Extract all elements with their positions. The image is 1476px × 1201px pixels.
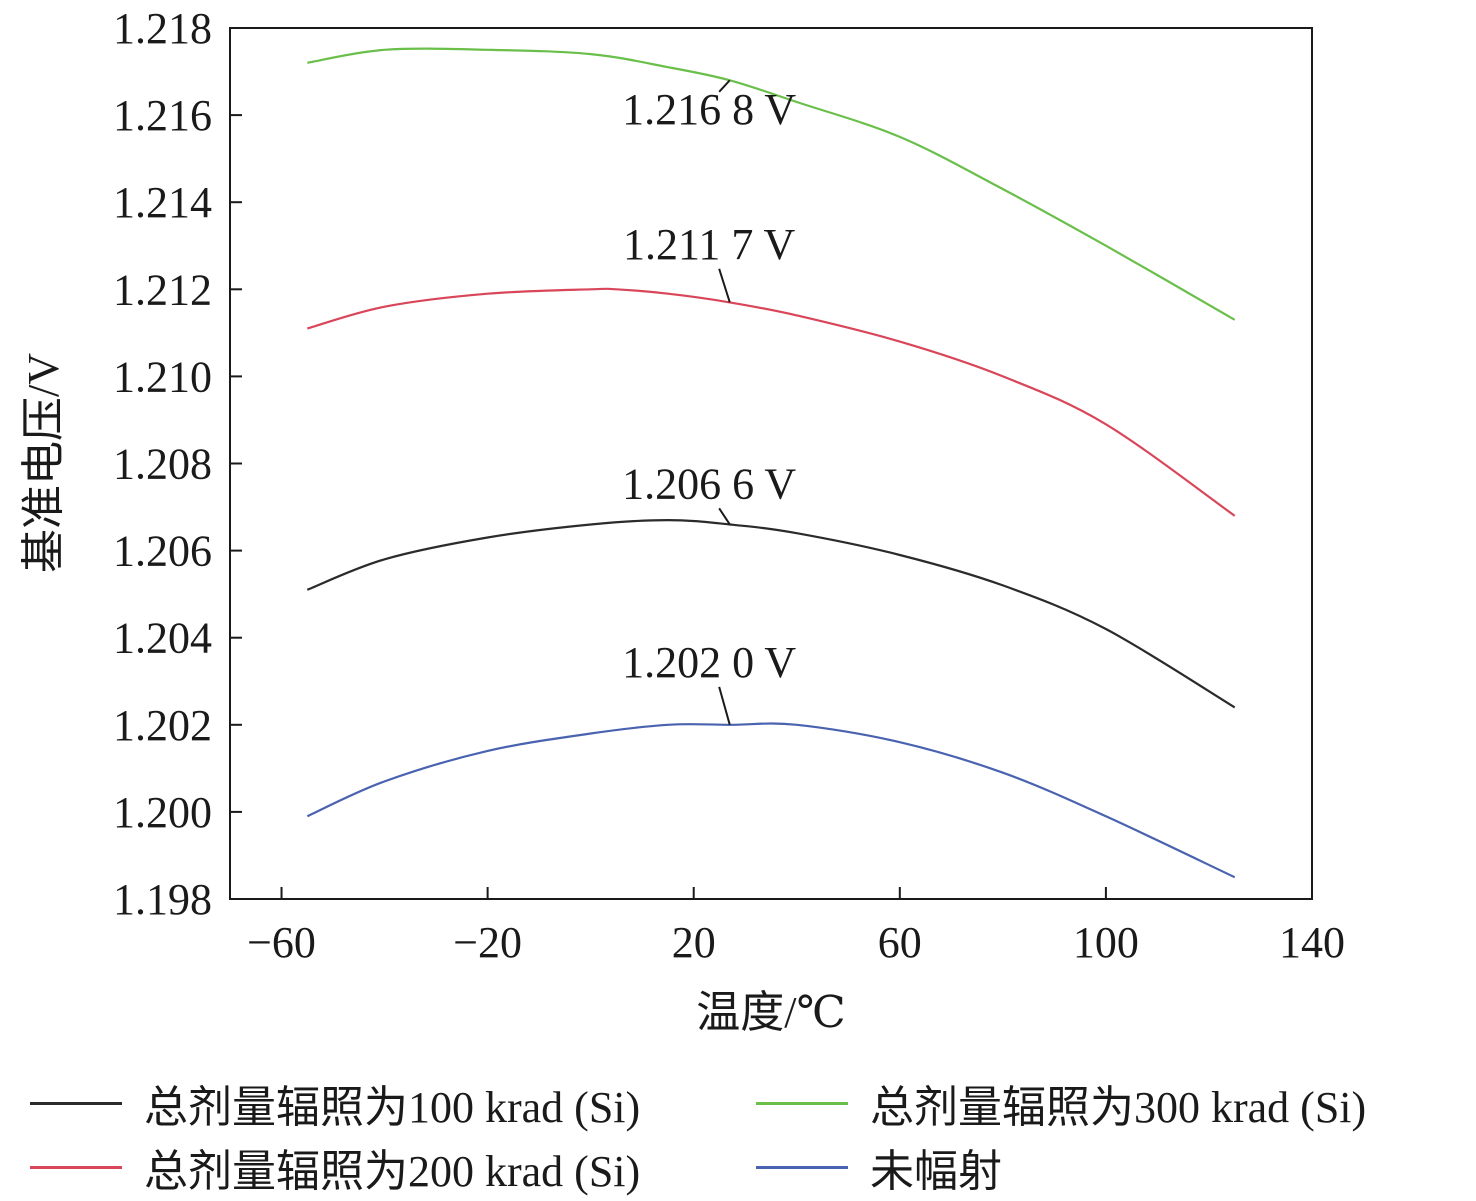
series-line-unirradiated (306, 722, 1236, 879)
y-tick-label: 1.212 (113, 265, 212, 314)
x-tick-label: 20 (672, 918, 716, 967)
legend-swatch-200krad (30, 1165, 122, 1169)
y-tick-label: 1.210 (113, 352, 212, 401)
legend-swatch-100krad (30, 1101, 122, 1105)
annotation-leader (718, 507, 731, 526)
legend-item-unirradiated: 未幅射 (756, 1136, 1002, 1198)
y-tick-label: 1.218 (113, 4, 212, 53)
annotation-leader (718, 686, 731, 726)
x-axis: −60 −20 20 60 100 140 (247, 887, 1345, 967)
legend-label-unirradiated: 未幅射 (870, 1147, 1002, 1196)
annotation-leader (718, 268, 731, 303)
series-line-300krad (307, 47, 1236, 321)
annotation-label: 1.206 6 V (622, 459, 796, 508)
y-tick-label: 1.206 (113, 527, 212, 576)
series-line-200krad (307, 287, 1236, 517)
legend-item-200krad: 总剂量辐照为200 krad (Si) (30, 1136, 640, 1198)
y-tick-label: 1.204 (113, 614, 212, 663)
y-axis: 1.198 1.200 1.202 1.204 1.206 1.208 1.210 1.212… (113, 4, 242, 924)
series-layer (306, 47, 1236, 879)
annotation-leader (718, 79, 731, 93)
y-tick-label: 1.200 (113, 788, 212, 837)
annotation-label: 1.202 0 V (622, 638, 796, 687)
annotation-label: 1.211 7 V (623, 220, 796, 269)
annotation-layer: 1.216 8 V 1.211 7 V 1.206 6 V 1.202 0 V (622, 79, 796, 726)
legend-label-300krad: 总剂量辐照为300 krad (Si) (870, 1083, 1367, 1132)
series-line-100krad (306, 518, 1236, 709)
x-tick-label: 100 (1073, 918, 1139, 967)
x-tick-label: −60 (247, 918, 316, 967)
legend: 总剂量辐照为100 krad (Si) 总剂量辐照为300 krad (Si) … (0, 1066, 1476, 1196)
y-tick-label: 1.214 (113, 178, 212, 227)
x-tick-label: 140 (1279, 918, 1345, 967)
x-axis-title: 温度/℃ (696, 988, 845, 1037)
legend-item-100krad: 总剂量辐照为100 krad (Si) (30, 1072, 640, 1134)
annotation-label: 1.216 8 V (622, 85, 796, 134)
x-tick-label: 60 (878, 918, 922, 967)
legend-swatch-300krad (756, 1101, 848, 1105)
y-tick-label: 1.202 (113, 701, 212, 750)
legend-label-200krad: 总剂量辐照为200 krad (Si) (144, 1147, 641, 1196)
legend-item-300krad: 总剂量辐照为300 krad (Si) (756, 1072, 1366, 1134)
y-tick-label: 1.198 (113, 875, 212, 924)
x-tick-label: −20 (453, 918, 522, 967)
y-tick-label: 1.216 (113, 91, 212, 140)
y-axis-title: 基准电压/V (19, 353, 68, 573)
legend-swatch-unirradiated (756, 1165, 848, 1169)
line-chart: 1.198 1.200 1.202 1.204 1.206 1.208 1.210 1.212… (19, 4, 1345, 1037)
y-tick-label: 1.208 (113, 440, 212, 489)
legend-label-100krad: 总剂量辐照为100 krad (Si) (144, 1083, 641, 1132)
